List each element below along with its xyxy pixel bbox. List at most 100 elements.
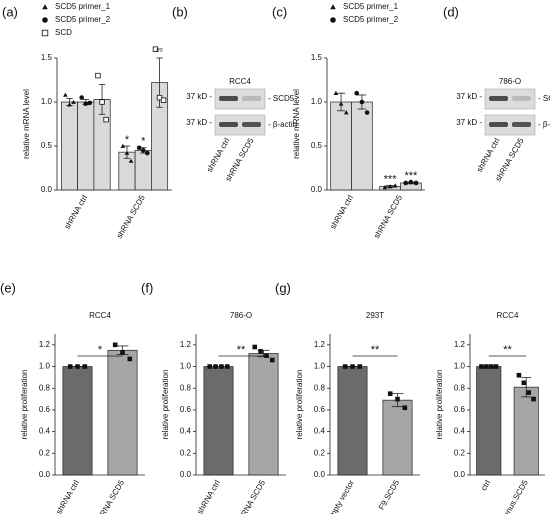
blot-strip [484,114,536,136]
data-point [350,364,355,369]
data-point [71,99,76,104]
panel-label: (e) [0,280,16,295]
data-point [342,364,348,369]
data-point [413,180,419,186]
legend-label: SCD5 primer_1 [343,2,399,11]
y-tick-label: 1.0 [314,362,326,371]
y-axis-label: relative proliferation [435,370,444,440]
data-point [258,349,263,354]
y-tick-label: 1.0 [454,362,466,371]
data-point [402,405,408,411]
data-point [387,184,393,189]
data-point [63,92,68,97]
blot-band [489,122,508,127]
data-point [152,46,159,52]
y-tick-label: 0.8 [180,383,192,392]
panel-label: (c) [272,4,287,19]
blot-label: - β-actin [538,120,550,129]
x-tick-label: shRNA ctrl [195,478,222,514]
data-point [87,100,93,106]
blot-size: 37 kD - [186,118,212,127]
y-tick-label: 0.5 [311,141,323,150]
y-tick-label: 0.6 [180,405,192,414]
y-tick-label: 0.4 [39,427,51,436]
y-tick-label: 0.8 [39,383,51,392]
x-tick-label: empty vector [325,478,356,514]
y-tick-label: 0.6 [454,405,466,414]
y-tick-label: 0.8 [314,383,326,392]
blot-band [219,122,238,127]
blot-strip [214,114,266,136]
significance-label: ** [503,344,512,356]
y-tick-label: 1.0 [41,97,53,106]
blot-title: 786-O [499,77,521,86]
significance-label: ** [237,344,246,356]
data-point [338,101,344,106]
blot-size: 37 kD - [186,92,212,101]
legend-label: SCD5 primer_2 [55,15,111,24]
legend-marker [330,17,336,23]
bar [337,366,368,476]
legend-marker [41,29,49,37]
data-point [252,344,258,350]
y-tick-label: 0.2 [39,448,51,457]
blot-strip [484,88,536,110]
blot-size: 37 kD - [456,118,482,127]
panel-label: (f) [141,280,153,295]
y-tick-label: 0.0 [41,185,53,194]
annotation: *** [384,174,398,186]
data-point [224,364,230,369]
data-point [516,372,522,378]
x-tick-label: shRNA SCD5 [115,193,147,240]
data-point [219,364,224,369]
data-point [82,364,88,369]
panel-label: (a) [2,4,18,19]
data-point [269,357,275,363]
data-point [526,390,531,395]
data-point [207,364,213,369]
data-point [403,180,409,186]
bar [134,150,152,191]
panel-label: (g) [275,280,291,295]
annotation: * [141,136,146,148]
y-tick-label: 0.6 [39,405,51,414]
legend-label: SCD5 primer_2 [343,15,399,24]
data-point [354,90,360,96]
data-point [99,99,105,105]
data-point [488,364,494,369]
y-tick-label: 0.0 [180,470,192,479]
y-tick-label: 1.2 [180,340,192,349]
panel-label: (b) [172,4,188,19]
bar [62,366,93,476]
data-point [333,90,339,96]
y-axis-label: relative mRNA level [22,89,31,159]
data-point [140,148,146,153]
data-point [392,183,398,188]
data-point [112,342,118,348]
data-point [75,364,80,369]
annotation: *** [404,170,418,182]
x-tick-label: shRNA SCD5 [235,478,267,514]
blot-band [242,96,261,101]
bar [351,101,373,191]
data-point [67,102,72,107]
data-point [531,396,536,402]
data-point [128,158,134,163]
lane-label: shRNA ctrl [475,136,502,173]
data-point [395,396,400,402]
data-point [479,364,484,369]
blot-label: - SCD5 [538,94,550,103]
data-point [79,95,84,100]
y-tick-label: 0.2 [314,448,326,457]
legend-marker [42,17,48,23]
chart-title: RCC4 [497,311,519,320]
y-tick-label: 1.0 [180,362,192,371]
data-point [493,364,499,369]
blot-band [512,96,531,101]
blot-size: 37 kD - [456,92,482,101]
bar [77,101,95,191]
data-point [343,110,349,115]
blot-band [512,122,531,127]
blot-label: - SCD5 [268,94,295,103]
data-point [264,353,269,358]
